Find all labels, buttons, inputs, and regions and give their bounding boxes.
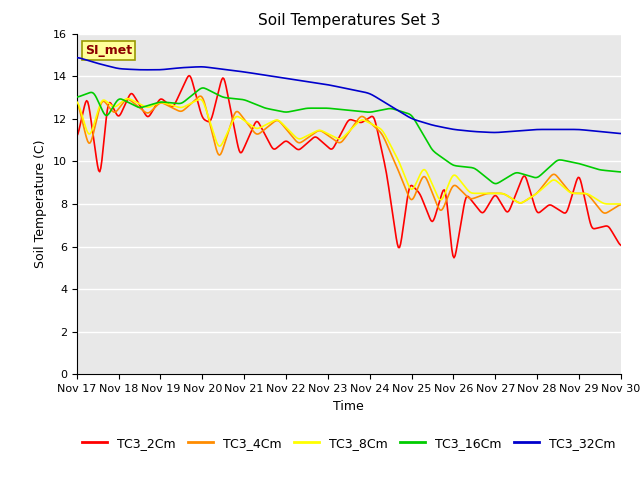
Title: Soil Temperatures Set 3: Soil Temperatures Set 3 — [257, 13, 440, 28]
Legend: TC3_2Cm, TC3_4Cm, TC3_8Cm, TC3_16Cm, TC3_32Cm: TC3_2Cm, TC3_4Cm, TC3_8Cm, TC3_16Cm, TC3… — [77, 432, 621, 455]
X-axis label: Time: Time — [333, 400, 364, 413]
Text: SI_met: SI_met — [85, 44, 132, 57]
Y-axis label: Soil Temperature (C): Soil Temperature (C) — [35, 140, 47, 268]
